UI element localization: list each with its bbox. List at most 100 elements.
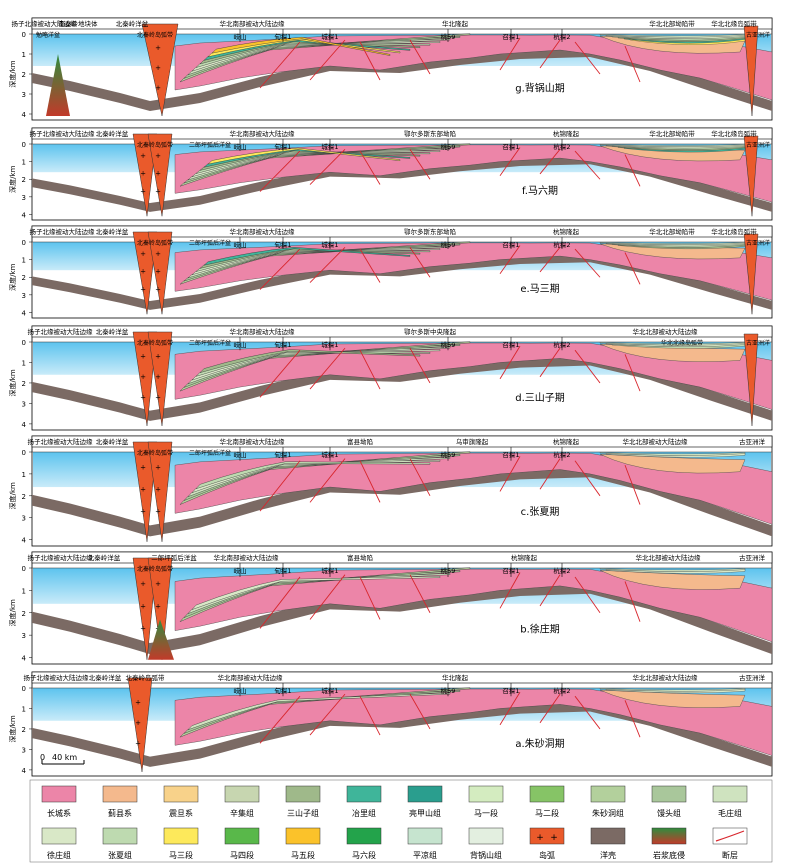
- well-label: 城探1: [321, 32, 338, 41]
- fault-line: [409, 39, 431, 75]
- tectonic-unit-label: 华北北部被动大陆边缘: [633, 673, 699, 682]
- changcheng-basement: [174, 452, 773, 525]
- jixian-layer: [599, 689, 746, 708]
- depth-axis-label: 深度/km: [8, 165, 17, 192]
- depth-tick-label: 2: [22, 610, 26, 618]
- changcheng-basement: [174, 342, 773, 410]
- changcheng-basement: [174, 568, 773, 643]
- fault-line: [309, 458, 346, 503]
- arc-symbol: +: [155, 187, 161, 195]
- fault-line: [624, 354, 641, 392]
- sub-unit-label: 北秦岭岛弧带: [137, 565, 173, 573]
- jixian-layer: [599, 453, 746, 474]
- tectonic-unit-label: 扬子北缘被动大陆边缘: [28, 437, 94, 446]
- legend-label: 马四段: [230, 850, 254, 860]
- depth-tick-label: 3: [22, 194, 26, 202]
- depth-tick-label: 1: [22, 705, 26, 713]
- arc-symbol: +: [155, 485, 161, 493]
- arc-symbol: +: [140, 373, 146, 381]
- tectonic-unit-label: 华北隆起: [442, 19, 469, 28]
- legend-swatch: [468, 785, 504, 803]
- well-label: 召探1: [502, 450, 519, 459]
- tectonic-unit-label: 华北北缘岛弧带: [711, 129, 757, 138]
- well-label: 杭探2: [553, 566, 570, 575]
- tectonic-unit-label: 华北南部被动大陆边缘: [220, 19, 286, 28]
- island-arc: [147, 133, 173, 217]
- well-label: 杭探2: [553, 686, 570, 695]
- panel-title: b.徐庄期: [520, 623, 560, 636]
- depth-axis: 0 1 2 3 4 深度/km: [8, 449, 32, 545]
- tectonic-unit-bar: [31, 225, 773, 238]
- tectonic-unit-label: 杭锦隆起: [553, 227, 580, 236]
- tectonic-unit-bar: [31, 325, 773, 338]
- legend-item: 马一段: [468, 785, 504, 818]
- legend-item: 亮甲山组: [407, 785, 443, 818]
- island-arc: [132, 133, 158, 217]
- legend-item: 马五段: [285, 827, 321, 860]
- tectonic-unit-label: 华北北部坳陷带: [649, 227, 695, 236]
- fault-line: [499, 691, 521, 726]
- section-panel-f: + + + + + + 岐山 旬探1 城探1 桃59 召探1 杭探2 扬子北缘被动大陆边缘 北秦岭洋盆 华北…: [8, 127, 773, 221]
- depth-axis: 0 1 2 3 4 深度/km: [8, 565, 32, 663]
- legend-label: 亮甲山组: [409, 808, 441, 818]
- fault-line: [624, 464, 641, 505]
- sub-unit-label: 北秦岭岛弧带: [137, 31, 173, 39]
- island-arc: [132, 441, 158, 542]
- fault-line: [409, 693, 431, 730]
- legend-item: 平凉组: [407, 827, 443, 860]
- arc-symbol: +: [140, 187, 146, 195]
- tectonic-unit-label: 华北南部被动大陆边缘: [230, 129, 296, 138]
- well-label: 杭探2: [553, 142, 570, 151]
- sub-unit-label: 二郎坪弧后洋盆: [189, 449, 231, 457]
- legend-item: 长城系: [41, 785, 77, 818]
- well-label: 城探1: [321, 450, 338, 459]
- depth-axis-label: 深度/km: [8, 60, 17, 87]
- fault-line: [624, 581, 641, 622]
- tectonic-unit-label: 华北北部坳陷带: [649, 129, 695, 138]
- well-label: 桃59: [441, 450, 456, 459]
- arc-symbol: +: [140, 625, 146, 633]
- legend-swatch: [590, 827, 626, 845]
- oceanic-crust: [32, 155, 772, 212]
- legend-item: 洋壳: [590, 827, 626, 860]
- arc-symbol: +: [155, 285, 161, 293]
- fault-line: [574, 695, 601, 730]
- depth-tick-label: 0: [22, 239, 26, 247]
- depth-tick-label: 3: [22, 632, 26, 640]
- depth-tick-label: 4: [22, 309, 27, 317]
- depth-tick-label: 3: [22, 400, 26, 408]
- well-label: 桃59: [441, 142, 456, 151]
- fault-line: [499, 37, 521, 71]
- tectonic-unit-label: 扬子北缘被动大陆边缘: [24, 673, 90, 682]
- well-label: 桃59: [441, 32, 456, 41]
- well-label: 杭探2: [553, 340, 570, 349]
- tectonic-unit-bar: [31, 17, 773, 30]
- legend-label: 徐庄组: [47, 850, 71, 860]
- strata-layer: [203, 247, 411, 266]
- fault-line: [574, 460, 601, 497]
- legend-item: 蓟县系: [102, 785, 138, 818]
- fault-line: [499, 456, 521, 492]
- panel-title: a.朱砂洞期: [515, 737, 564, 750]
- legend-swatch: [590, 785, 626, 803]
- depth-tick-label: 0: [22, 685, 26, 693]
- fault-line: [574, 150, 601, 180]
- legend-item: 馒头组: [651, 785, 687, 818]
- depth-axis-label: 深度/km: [8, 369, 17, 396]
- depth-tick-label: 2: [22, 380, 26, 388]
- island-arc: [141, 23, 179, 117]
- sub-unit-label: 北秦岭岛弧带: [137, 239, 173, 247]
- sub-unit-label: 古亚洲洋: [746, 339, 770, 347]
- depth-axis: 0 1 2 3 4 深度/km: [8, 339, 32, 429]
- legend-swatch: [346, 785, 382, 803]
- legend-label: 三山子组: [287, 808, 319, 818]
- arc-symbol: +: [155, 268, 161, 276]
- well-label: 旬探1: [274, 142, 291, 151]
- well-label: 杭探2: [553, 240, 570, 249]
- legend-swatch: [285, 827, 321, 845]
- sub-unit-label: 华北北缘岛弧带: [661, 339, 703, 347]
- tectonic-unit-label: 北秦岭洋盆: [96, 327, 129, 336]
- fault-line: [309, 246, 346, 283]
- fault-line: [409, 247, 431, 278]
- well-label: 城探1: [321, 340, 338, 349]
